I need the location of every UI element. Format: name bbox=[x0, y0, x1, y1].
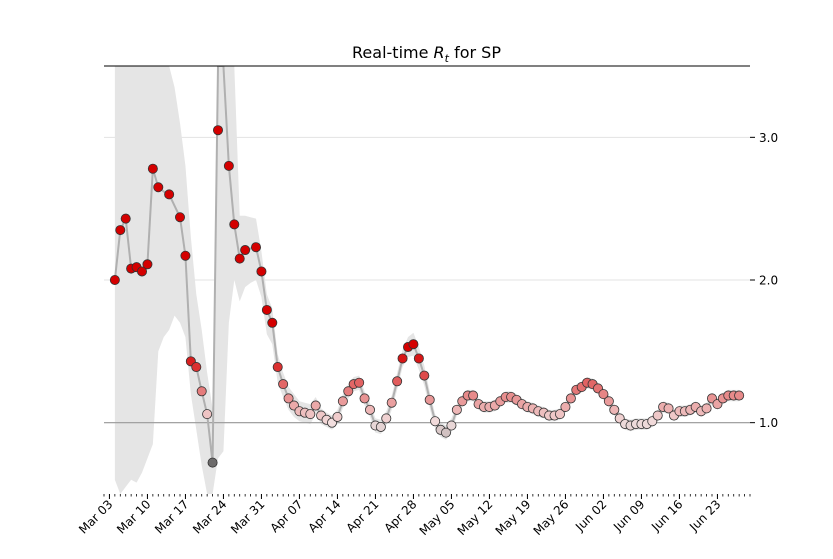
data-point bbox=[174, 212, 185, 223]
data-point bbox=[386, 397, 397, 408]
data-point bbox=[603, 396, 614, 407]
data-point bbox=[609, 404, 620, 415]
x-tick-label: Apr 07 bbox=[267, 497, 305, 535]
data-point bbox=[451, 404, 462, 415]
data-point bbox=[560, 401, 571, 412]
data-point bbox=[202, 409, 213, 420]
y-tick-label: 1.0 bbox=[759, 416, 778, 430]
data-point bbox=[337, 396, 348, 407]
x-tick-label: Mar 03 bbox=[76, 497, 115, 536]
x-tick-label: Mar 10 bbox=[114, 497, 153, 536]
x-tick-label: Jun 02 bbox=[572, 497, 609, 534]
data-point bbox=[212, 125, 223, 136]
data-point bbox=[565, 393, 576, 404]
data-point bbox=[278, 379, 289, 390]
chart-title-subscript: t bbox=[445, 52, 450, 65]
data-point bbox=[115, 225, 126, 236]
data-point bbox=[419, 370, 430, 381]
data-point bbox=[310, 400, 321, 411]
data-point bbox=[359, 393, 370, 404]
data-point bbox=[191, 362, 202, 373]
data-point bbox=[413, 353, 424, 364]
data-point bbox=[381, 413, 392, 424]
data-point bbox=[229, 219, 240, 230]
y-tick-label: 3.0 bbox=[759, 131, 778, 145]
x-tick-label: Jun 09 bbox=[610, 497, 647, 534]
data-point bbox=[267, 317, 278, 328]
data-point bbox=[701, 403, 712, 414]
x-tick-label: Mar 31 bbox=[228, 497, 267, 536]
data-point bbox=[364, 404, 375, 415]
data-point bbox=[153, 182, 164, 193]
data-point bbox=[234, 253, 245, 264]
data-point bbox=[468, 390, 479, 401]
chart-title-symbol: R bbox=[434, 43, 445, 62]
data-point bbox=[430, 416, 441, 427]
data-point bbox=[446, 420, 457, 431]
data-point bbox=[109, 274, 120, 285]
data-point bbox=[272, 362, 283, 373]
data-point bbox=[261, 304, 272, 315]
chart-title: Real-time Rt for SP bbox=[352, 43, 501, 65]
x-tick-label: May 26 bbox=[531, 497, 572, 538]
chart-title-prefix: Real-time bbox=[352, 43, 434, 62]
data-point bbox=[142, 259, 153, 270]
x-tick-label: Apr 28 bbox=[381, 497, 419, 535]
data-point bbox=[734, 390, 745, 401]
data-point bbox=[354, 377, 365, 388]
data-point bbox=[136, 266, 147, 277]
data-point bbox=[555, 409, 566, 420]
x-tick-label: Mar 17 bbox=[152, 497, 191, 536]
data-point bbox=[305, 409, 316, 420]
data-point bbox=[663, 403, 674, 414]
data-point bbox=[332, 411, 343, 422]
x-tick-label: Jun 16 bbox=[648, 497, 685, 534]
data-point bbox=[120, 213, 131, 224]
data-point bbox=[424, 394, 435, 405]
chart-title-suffix: for SP bbox=[449, 43, 501, 62]
data-point bbox=[283, 393, 294, 404]
x-tick-label: Jun 23 bbox=[686, 497, 723, 534]
x-tick-label: May 19 bbox=[493, 497, 534, 538]
data-point bbox=[250, 242, 261, 253]
data-point bbox=[164, 189, 175, 200]
x-tick-label: Mar 24 bbox=[190, 497, 229, 536]
y-tick-label: 2.0 bbox=[759, 274, 778, 288]
data-point bbox=[180, 250, 191, 261]
data-point bbox=[397, 353, 408, 364]
data-point bbox=[392, 376, 403, 387]
data-point bbox=[408, 339, 419, 350]
data-point bbox=[375, 421, 386, 432]
x-tick-label: May 05 bbox=[417, 497, 458, 538]
data-point bbox=[598, 389, 609, 400]
data-point bbox=[440, 427, 451, 438]
data-point bbox=[196, 386, 207, 397]
x-tick-label: May 12 bbox=[455, 497, 496, 538]
data-point bbox=[240, 245, 251, 256]
x-tick-label: Apr 14 bbox=[305, 497, 343, 535]
data-point bbox=[256, 266, 267, 277]
data-point bbox=[652, 410, 663, 421]
data-point bbox=[343, 386, 354, 397]
data-point bbox=[147, 163, 158, 174]
data-point bbox=[207, 457, 218, 468]
x-tick-label: Apr 21 bbox=[343, 497, 381, 535]
data-point bbox=[223, 160, 234, 171]
